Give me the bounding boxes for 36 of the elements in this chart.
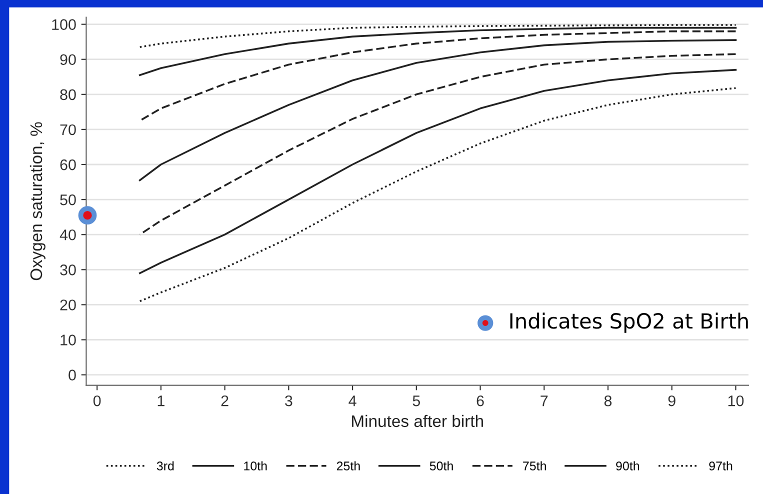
y-tick-label: 50 bbox=[60, 194, 76, 206]
legend-label: 25th bbox=[336, 461, 360, 470]
y-tick-label: 0 bbox=[68, 370, 76, 380]
y-tick-label: 60 bbox=[60, 159, 76, 170]
legend-label: 75th bbox=[523, 461, 546, 470]
legend-label: 50th bbox=[430, 461, 453, 470]
y-axis-title: Oxygen saturation, % bbox=[30, 122, 46, 280]
x-tick-label: 6 bbox=[476, 395, 484, 406]
x-tick-label: 10 bbox=[728, 395, 744, 406]
line-series bbox=[138, 68, 737, 274]
legend-label: 97th bbox=[709, 461, 732, 470]
y-tick-label: 90 bbox=[60, 54, 76, 66]
y-tick-label: 70 bbox=[60, 124, 76, 136]
legend-label: 10th bbox=[244, 461, 267, 470]
x-tick-label: 9 bbox=[668, 395, 676, 406]
y-tick-label: 30 bbox=[60, 264, 76, 276]
x-tick-label: 5 bbox=[412, 396, 420, 406]
legend-label: 3rd bbox=[156, 461, 174, 470]
x-tick-label: 1 bbox=[158, 396, 164, 406]
x-tick-label: 2 bbox=[221, 395, 228, 406]
x-tick-label: 4 bbox=[348, 396, 356, 406]
x-tick-label: 7 bbox=[540, 396, 548, 406]
line-series bbox=[138, 87, 737, 302]
y-tick-label: 100 bbox=[52, 19, 76, 30]
y-tick-label: 10 bbox=[60, 334, 76, 346]
legend-label: Indicates SpO2 at Birth bbox=[510, 312, 748, 333]
y-tick-label: 20 bbox=[60, 300, 76, 310]
legend-label: 90th bbox=[616, 461, 640, 470]
x-tick-label: 0 bbox=[93, 395, 101, 406]
x-axis-title: Minutes after birth bbox=[352, 414, 483, 428]
line-series bbox=[138, 39, 737, 182]
line-series bbox=[138, 26, 737, 76]
y-tick-label: 40 bbox=[60, 229, 76, 240]
x-tick-label: 8 bbox=[604, 395, 612, 406]
y-tick-label: 80 bbox=[60, 89, 76, 100]
x-tick-label: 3 bbox=[285, 395, 292, 406]
